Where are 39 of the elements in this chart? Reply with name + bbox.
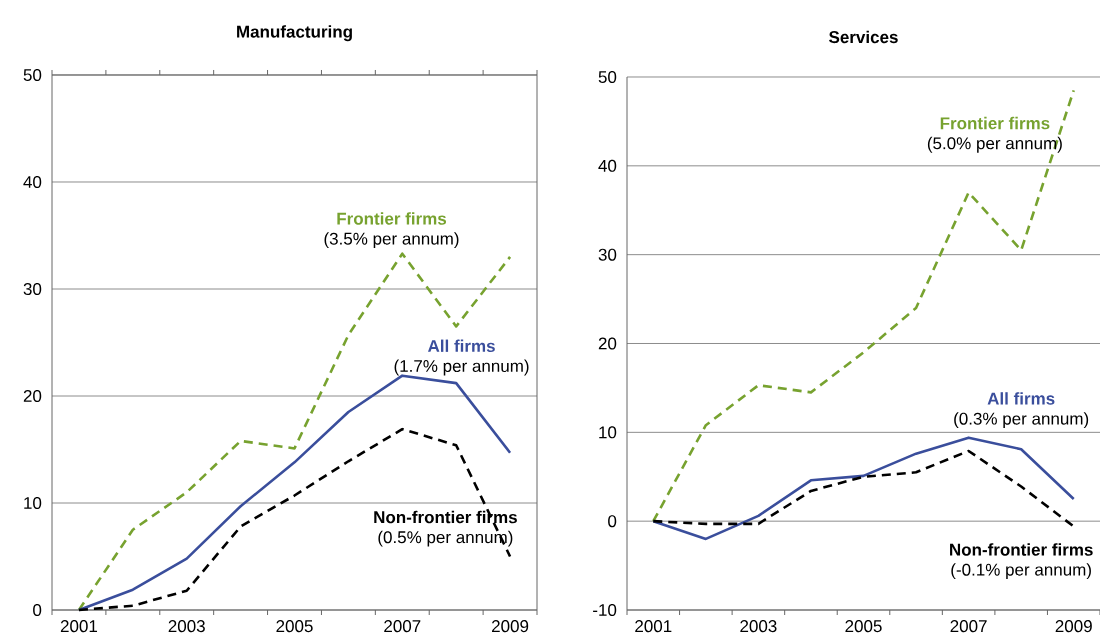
chart-title: Services bbox=[829, 30, 898, 44]
x-tick-label: 2009 bbox=[492, 620, 529, 633]
x-tick-label: 2003 bbox=[740, 620, 777, 633]
x-tick-label: 2001 bbox=[60, 620, 98, 633]
chart-title: Manufacturing bbox=[237, 25, 352, 42]
x-tick-label: 2003 bbox=[168, 620, 205, 633]
annotation: (0.5% per annum) bbox=[378, 530, 513, 547]
y-tick-label: 50 bbox=[23, 68, 42, 82]
y-tick-label: 30 bbox=[598, 248, 617, 261]
x-tick-label: 2005 bbox=[845, 620, 882, 633]
line-series bbox=[651, 436, 1076, 541]
y-tick-label: -10 bbox=[593, 603, 617, 617]
y-tick-label: 20 bbox=[598, 337, 617, 350]
annotation: (-0.1% per annum) bbox=[951, 563, 1091, 580]
y-tick-label: 30 bbox=[23, 282, 42, 296]
x-tick-label: 2007 bbox=[384, 620, 421, 633]
series-label: All firms bbox=[427, 339, 495, 353]
annotation: (0.3% per annum) bbox=[954, 412, 1089, 429]
text: All firms bbox=[987, 392, 1055, 405]
y-tick-label: 40 bbox=[598, 159, 617, 172]
series-label: Non-frontier firms bbox=[950, 543, 1093, 556]
y-tick-label: 10 bbox=[24, 496, 42, 510]
x-tick-label: 2009 bbox=[1055, 620, 1092, 633]
y-tick-label: 20 bbox=[23, 389, 42, 403]
x-tick-label: 2007 bbox=[950, 620, 987, 633]
x-tick-label: 2001 bbox=[635, 620, 672, 633]
y-tick-label: 50 bbox=[598, 70, 617, 84]
annotation: (3.5% per annum) bbox=[324, 232, 459, 249]
series-label: Frontier firms bbox=[940, 116, 1050, 130]
annotation: (1.7% per annum) bbox=[394, 359, 529, 376]
y-tick-label: 40 bbox=[23, 175, 42, 189]
series-label: Non-frontier firms bbox=[374, 510, 517, 524]
text: Frontier firms bbox=[337, 212, 447, 225]
annotation: (5.0% per annum) bbox=[927, 136, 1062, 153]
line-series bbox=[651, 449, 1076, 528]
y-tick-label: 10 bbox=[599, 426, 617, 439]
x-tick-label: 2005 bbox=[276, 620, 313, 633]
y-tick-label: 0 bbox=[608, 515, 617, 528]
y-tick-label: 0 bbox=[33, 603, 42, 617]
